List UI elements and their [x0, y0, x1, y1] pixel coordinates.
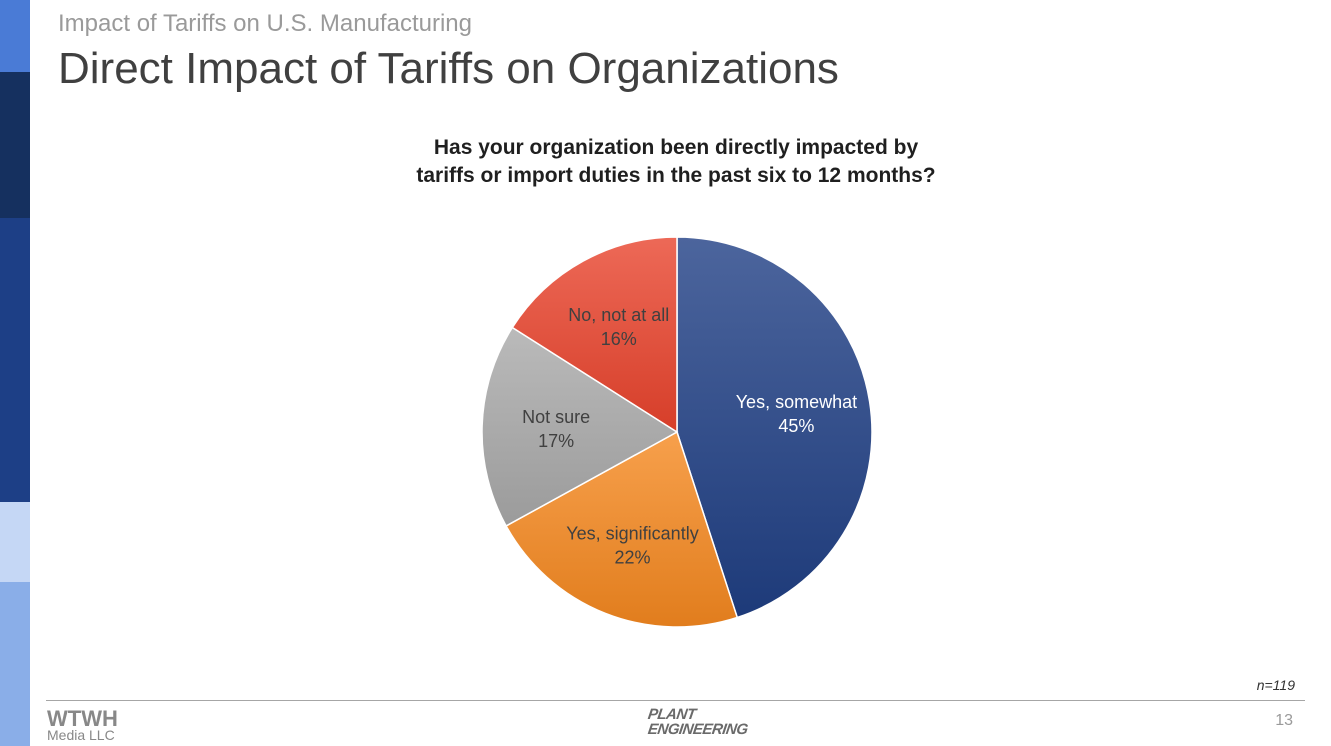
plant-engineering-logo: PLANT ENGINEERING: [646, 706, 749, 738]
sidebar-block-5: [0, 582, 30, 746]
wtwh-logo-sub: Media LLC: [47, 727, 115, 743]
sidebar-block-2: [0, 72, 30, 218]
pie-label-yes-significantly: Yes, significantly 22%: [566, 523, 698, 567]
sidebar-block-3: [0, 218, 30, 502]
plant-engineering-logo-line-2: ENGINEERING: [646, 721, 749, 738]
slide-subtitle: Impact of Tariffs on U.S. Manufacturing: [58, 10, 472, 37]
pie-slices: [481, 236, 873, 628]
pie-label-not-sure: Not sure 17%: [522, 407, 590, 451]
sidebar-accent-bar: [0, 0, 30, 746]
wtwh-logo-main: WTWH: [47, 706, 118, 731]
sample-size-label: n=119: [1256, 677, 1295, 693]
pie-slice-not-sure: [481, 326, 679, 527]
wtwh-logo: WTWH Media LLC: [47, 706, 118, 743]
chart-title-line-2: tariffs or import duties in the past six…: [416, 164, 936, 187]
pie-slice-yes-significantly: [505, 430, 739, 628]
pie-labels: Yes, somewhat 45% Yes, significantly 22% Not…: [522, 305, 857, 567]
page-number: 13: [1275, 712, 1293, 729]
pie-label-no-not-at-all: No, not at all 16%: [568, 305, 669, 349]
pie-slice-no-not-at-all: [511, 236, 678, 434]
chart-title-line-1: Has your organization been directly impa…: [433, 136, 919, 159]
sidebar-block-1: [0, 0, 30, 72]
plant-engineering-logo-line-1: PLANT: [646, 706, 697, 723]
pie-slice-yes-somewhat: [676, 236, 873, 619]
slide-title: Direct Impact of Tariffs on Organization…: [58, 44, 839, 93]
footer-divider: [46, 700, 1305, 701]
chart-title: Has your organization been directly impa…: [376, 134, 976, 190]
pie-label-yes-somewhat: Yes, somewhat 45%: [736, 392, 857, 436]
sidebar-block-4: [0, 502, 30, 582]
